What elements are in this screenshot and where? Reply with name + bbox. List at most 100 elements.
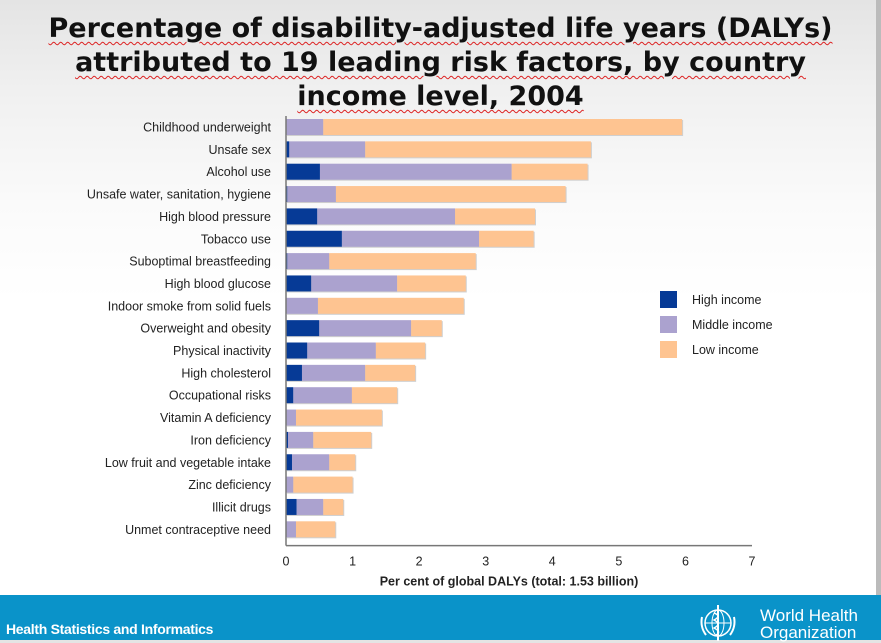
- category-label: Overweight and obesity: [140, 322, 271, 336]
- bar-segment-middle: [307, 342, 376, 359]
- bar-segment-high: [286, 275, 312, 292]
- legend-label: Low income: [692, 342, 759, 357]
- bar-segment-low: [397, 275, 466, 292]
- category-label: Zinc deficiency: [188, 478, 271, 492]
- bar-segment-middle: [287, 253, 330, 270]
- footer-bar: Health Statistics and Informatics World …: [0, 595, 881, 641]
- x-tick-label: 5: [615, 555, 622, 569]
- bar-segment-low: [511, 163, 588, 180]
- bar-segment-low: [335, 186, 566, 203]
- category-label: Tobacco use: [201, 232, 271, 246]
- bar-segment-high: [286, 387, 294, 404]
- bar-segment-low: [351, 387, 398, 404]
- title-line-2: attributed to 19 leading risk factors, b…: [75, 47, 806, 78]
- legend-swatch-low-income: [660, 341, 677, 358]
- slide-right-border: [876, 0, 881, 595]
- who-emblem-icon: [700, 605, 736, 641]
- bar-segment-middle: [319, 163, 512, 180]
- title-line-1: Percentage of disability-adjusted life y…: [48, 13, 833, 44]
- bar-segment-middle: [296, 498, 324, 515]
- bar-segment-middle: [286, 521, 296, 538]
- x-tick-label: 3: [482, 555, 489, 569]
- bar-segment-middle: [287, 431, 314, 448]
- legend-swatch-high-income: [660, 291, 677, 308]
- category-label: High blood glucose: [165, 277, 271, 291]
- bar-segment-high: [286, 342, 308, 359]
- bar-segment-middle: [293, 387, 352, 404]
- legend-label: Middle income: [692, 317, 773, 332]
- bar-segment-middle: [301, 364, 366, 381]
- bar-segment-low: [329, 253, 476, 270]
- bar-segment-high: [286, 230, 342, 247]
- chart-legend: High income Middle income Low income: [660, 287, 773, 362]
- bar-segment-low: [323, 119, 683, 135]
- bar-segment-low: [317, 297, 464, 314]
- bar-segment-middle: [287, 186, 336, 203]
- bar-segment-low: [365, 141, 591, 158]
- bar-segment-low: [323, 498, 344, 515]
- category-label: Occupational risks: [169, 389, 271, 403]
- category-label: Childhood underweight: [143, 121, 271, 135]
- bar-segment-middle: [286, 476, 294, 493]
- category-label: High cholesterol: [181, 366, 271, 380]
- legend-swatch-middle-income: [660, 316, 677, 333]
- bar-segment-low: [375, 342, 426, 359]
- legend-label: High income: [692, 292, 762, 307]
- category-label: Unmet contraceptive need: [125, 523, 271, 537]
- bar-segment-high: [286, 163, 320, 180]
- category-label: Low fruit and vegetable intake: [105, 456, 271, 470]
- x-tick-label: 7: [749, 555, 756, 569]
- who-name-line-1: World Health: [760, 606, 858, 625]
- x-tick-label: 0: [283, 555, 290, 569]
- bar-segment-low: [479, 230, 534, 247]
- bar-segment-low: [295, 409, 382, 426]
- category-label: Physical inactivity: [173, 344, 272, 358]
- bar-segment-low: [329, 454, 356, 471]
- category-label: Unsafe water, sanitation, hygiene: [87, 188, 271, 202]
- bar-segment-middle: [317, 208, 456, 225]
- legend-item-middle-income: Middle income: [660, 312, 773, 337]
- bar-segment-high: [286, 498, 297, 515]
- bar-segment-middle: [286, 119, 324, 135]
- bar-segment-middle: [311, 275, 398, 292]
- bar-segment-middle: [286, 297, 318, 314]
- title-line-3: income level, 2004: [297, 81, 584, 112]
- legend-item-low-income: Low income: [660, 337, 773, 362]
- category-label: Alcohol use: [206, 165, 271, 179]
- bar-segment-low: [313, 431, 372, 448]
- x-tick-label: 2: [416, 555, 423, 569]
- bar-segment-low: [411, 320, 442, 337]
- category-label: High blood pressure: [159, 210, 271, 224]
- bar-segment-high: [286, 431, 288, 448]
- bar-segment-middle: [286, 409, 296, 426]
- who-name-line-2: Organization: [760, 623, 857, 642]
- bar-segment-high: [286, 208, 318, 225]
- bar-segment-high: [286, 141, 290, 158]
- bar-segment-low: [455, 208, 535, 225]
- x-tick-label: 1: [349, 555, 356, 569]
- stacked-bar-chart: Childhood underweight Unsafe sex Alcohol u…: [87, 116, 756, 589]
- bar-segment-middle: [291, 454, 330, 471]
- legend-item-high-income: High income: [660, 287, 773, 312]
- bar-segment-high: [286, 454, 292, 471]
- bar-segment-middle: [319, 320, 412, 337]
- bar-segment-middle: [289, 141, 366, 158]
- category-label: Vitamin A deficiency: [160, 411, 272, 425]
- bar-segment-high: [286, 364, 302, 381]
- slide-title: Percentage of disability-adjusted life y…: [0, 12, 881, 114]
- category-label: Iron deficiency: [190, 433, 271, 447]
- x-axis-title: Per cent of global DALYs (total: 1.53 bi…: [380, 575, 639, 589]
- bar-segment-low: [293, 476, 353, 493]
- bar-segment-high: [286, 320, 320, 337]
- category-label: Suboptimal breastfeeding: [129, 255, 271, 269]
- x-tick-label: 4: [549, 555, 556, 569]
- bar-segment-middle: [341, 230, 480, 247]
- who-name: World Health Organization: [760, 607, 858, 641]
- category-label: Indoor smoke from solid fuels: [108, 299, 271, 313]
- category-label: Illicit drugs: [212, 500, 271, 514]
- x-tick-label: 6: [682, 555, 689, 569]
- bar-segment-low: [295, 521, 336, 538]
- footer-department-text: Health Statistics and Informatics: [6, 621, 214, 637]
- category-label: Unsafe sex: [208, 143, 271, 157]
- bar-segment-low: [365, 364, 416, 381]
